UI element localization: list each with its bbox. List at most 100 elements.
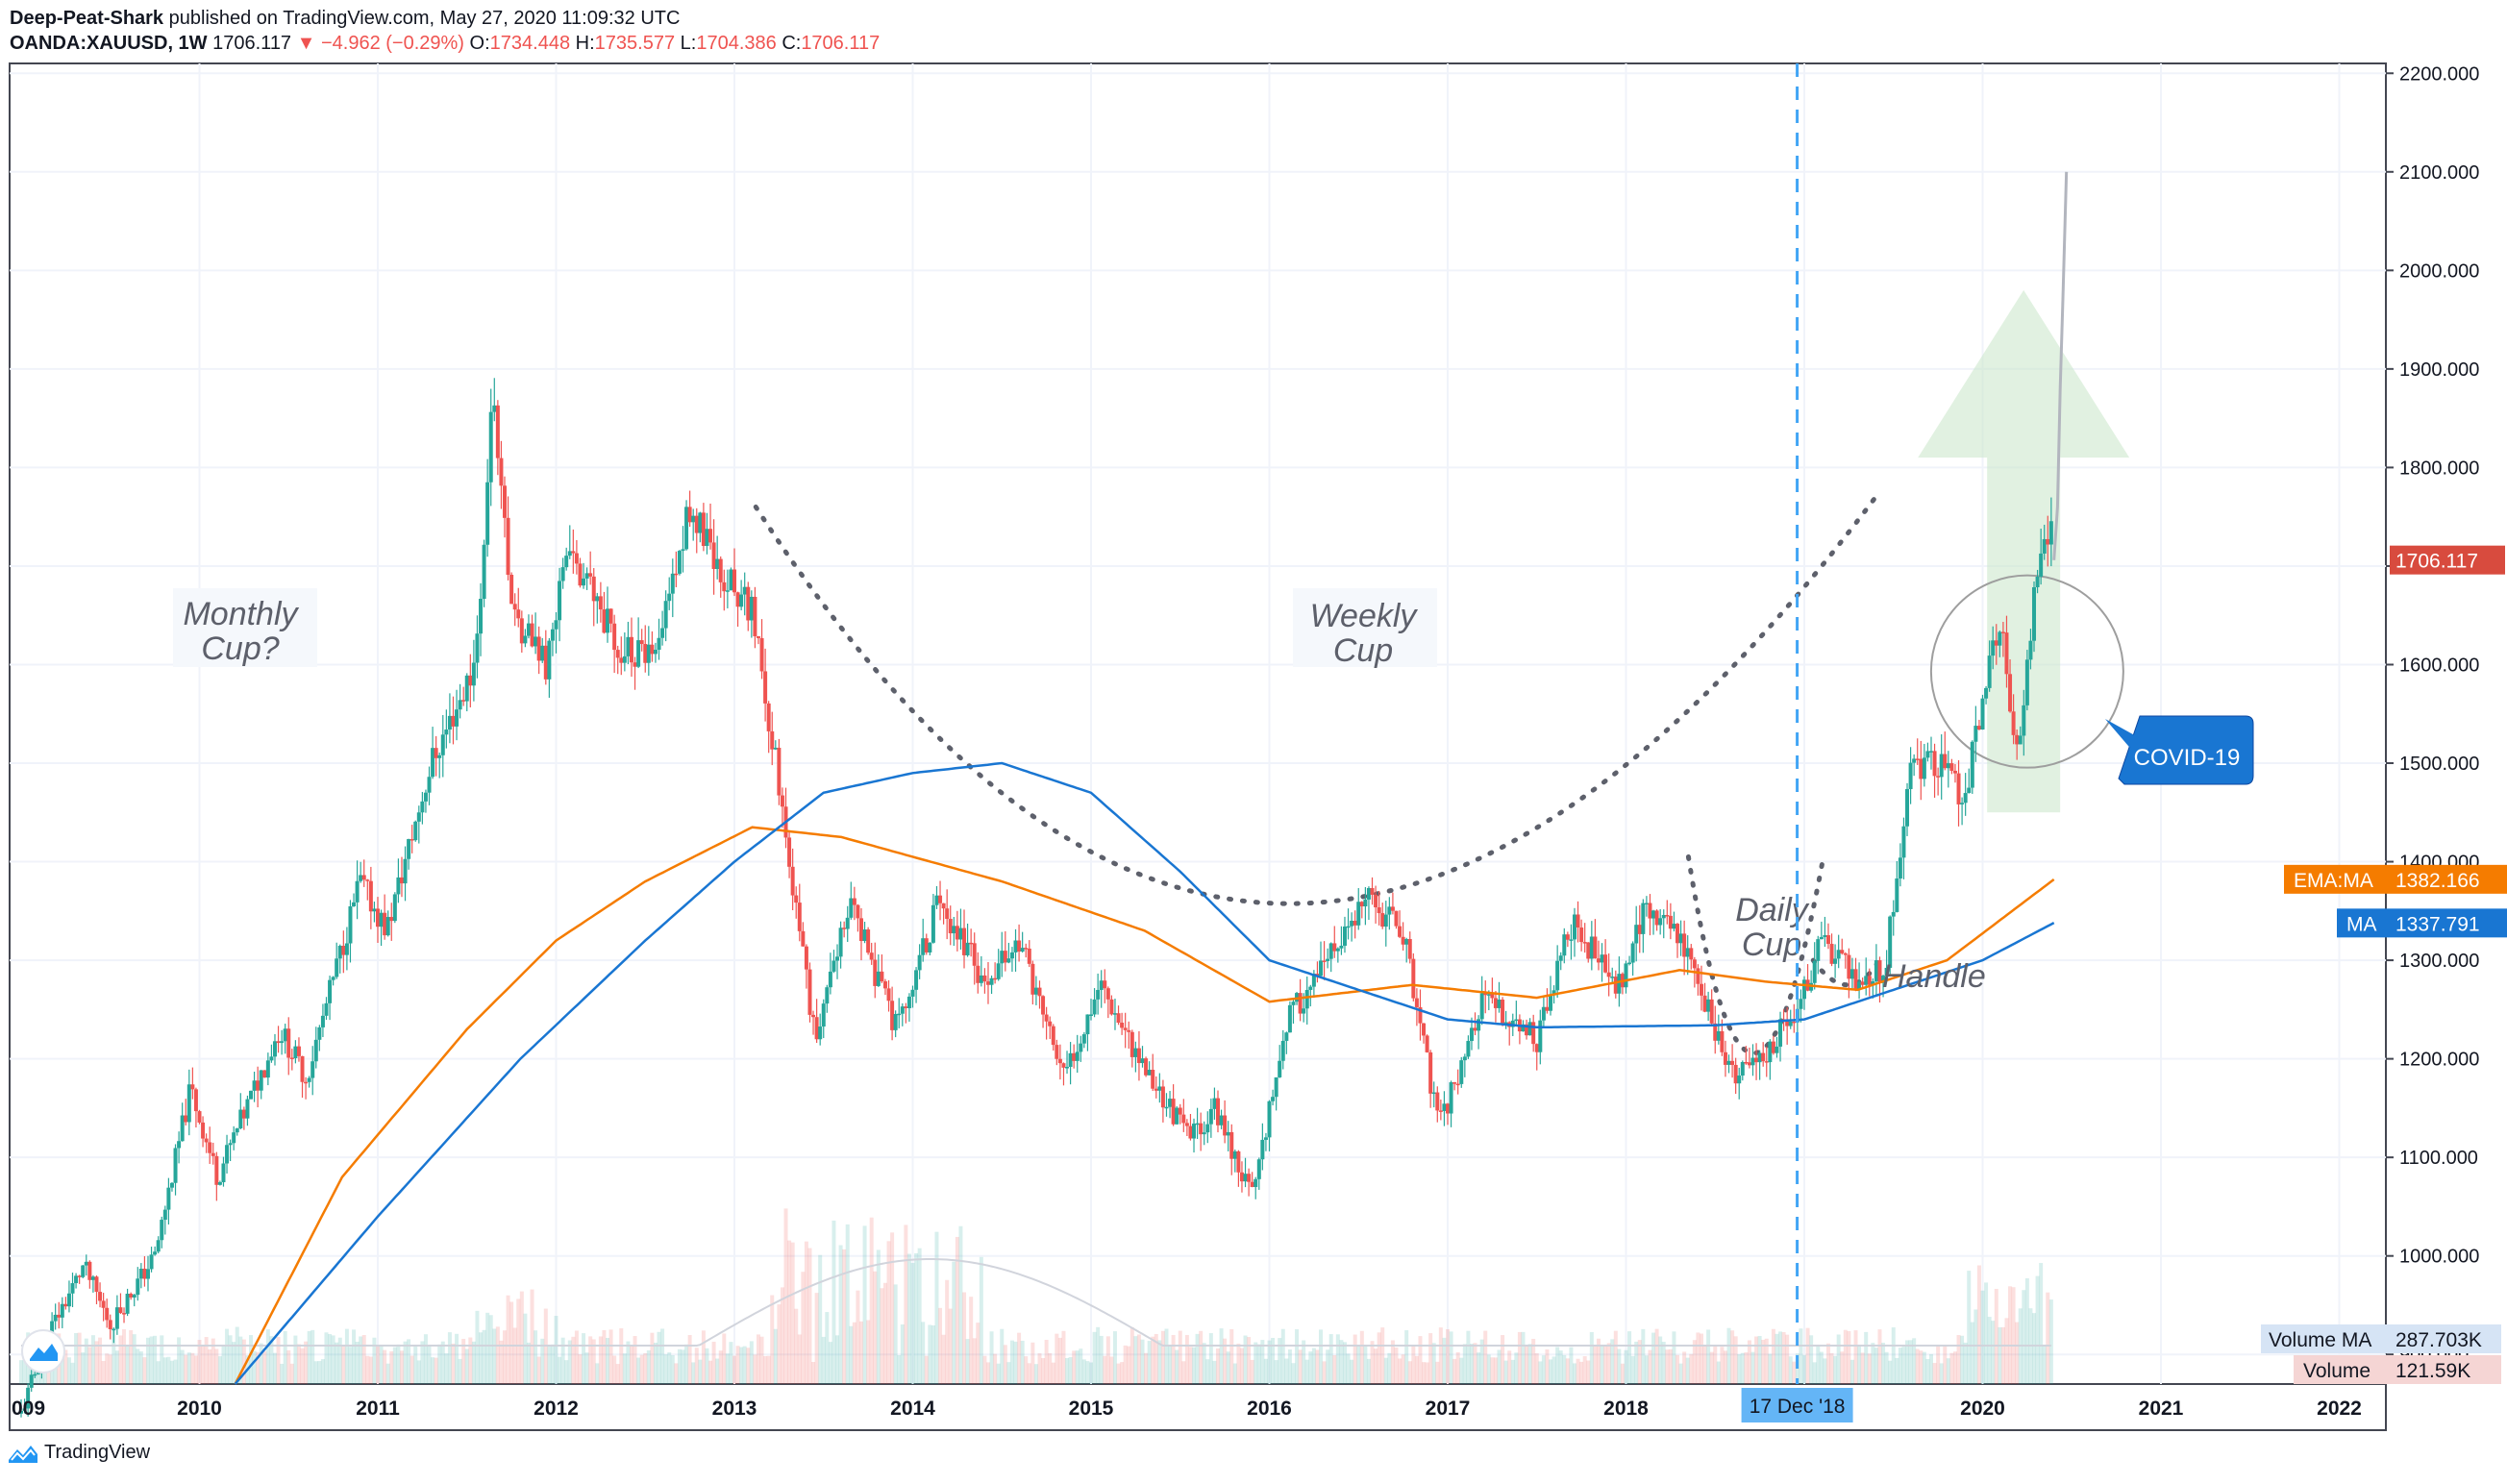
candle-body [934,895,939,905]
volume-bar [1908,1340,1913,1384]
volume-bar [221,1346,226,1384]
volume-bar [1795,1353,1800,1384]
candle-body [1630,943,1635,963]
candle-body [407,839,411,859]
volume-bar [1713,1346,1718,1384]
volume-bar [335,1342,339,1384]
author-name[interactable]: Deep-Peat-Shark [10,8,164,29]
candle-body [979,975,983,983]
volume-bar [814,1293,819,1384]
y-tick-label: 2200.000 [2399,63,2479,85]
volume-bar [1254,1342,1258,1384]
volume-bar [1952,1351,1957,1384]
candle-body [636,640,641,667]
daily-cup-label: Cup [1742,927,1801,963]
volume-bar [976,1323,980,1384]
volume-bar [1675,1354,1680,1384]
candle-body [427,777,432,793]
candle-body [1799,999,1803,1009]
volume-bar [1825,1343,1830,1384]
candle-body [1151,1070,1155,1089]
volume-bar [1188,1347,1193,1384]
volume-bar [1020,1340,1025,1384]
volume-bar [1648,1349,1652,1384]
candle-body [1665,914,1670,917]
low-value: 1704.386 [696,33,777,54]
candle-body [416,812,421,822]
volume-bar [1263,1358,1268,1384]
candle-body [173,1148,178,1183]
candle-body [1003,951,1007,963]
candle-body [1274,1076,1278,1098]
volume-bar [982,1355,987,1384]
time-axis[interactable]: 009 2010 2011 2012 2013 2014 2015 2016 2017 2018 2… [12,1397,2362,1420]
volume-bar [1109,1356,1114,1384]
candle-body [708,529,713,543]
candle-body [766,703,771,731]
candle-body [211,1152,215,1156]
volume-bar [90,1335,95,1384]
candle-body [293,1046,298,1059]
volume-bar [1658,1336,1663,1384]
candle-body [1407,938,1412,959]
candle-body [1648,903,1652,919]
candle-body [304,1081,309,1084]
volume-bar [485,1312,490,1384]
candle-body [519,618,524,644]
candle-body [1192,1124,1197,1139]
candle-body [403,858,408,884]
close-value: 1706.117 [801,33,881,54]
candle-body [53,1314,58,1322]
volume-bar [1302,1340,1306,1384]
volume-bar [670,1355,675,1384]
volume-bar [1531,1338,1536,1384]
candle-body [777,747,782,796]
candle-body [1744,1061,1749,1064]
volume-bar [1164,1328,1169,1384]
volume-bar [1709,1351,1714,1384]
volume-bar [1836,1334,1841,1384]
candle-body [639,640,644,645]
candle-body [296,1046,301,1056]
candle-body [598,596,603,610]
volume-bar [1720,1347,1725,1384]
published-text: published on TradingView.com, May 27, 20… [168,8,681,29]
candle-body [245,1099,250,1119]
candle-body [160,1220,164,1241]
candle-body [1836,950,1841,959]
candle-body [633,662,637,667]
candle-body [162,1209,167,1221]
candle-body [906,996,911,1008]
candle-body [1199,1123,1204,1135]
volume-bar [1853,1330,1858,1384]
candle-body [1342,927,1347,946]
candle-body [317,1026,322,1040]
volume-bar [958,1225,963,1384]
price-axis[interactable]: 2200.000 2100.000 2000.000 1900.000 1800.000… [2386,63,2479,1366]
candle-body [1061,1063,1066,1068]
volume-bar [1702,1346,1707,1384]
candle-body [1572,914,1576,940]
monthly-cup-label: Monthly [183,596,299,632]
candle-body [653,650,658,655]
volume-bar [1569,1347,1574,1384]
volume-bar [1205,1359,1210,1384]
tradingview-logo-icon[interactable] [8,1443,38,1464]
candle-body [1250,1181,1254,1188]
volume-bar [615,1364,620,1384]
volume-bar [444,1353,449,1384]
volume-bar [461,1338,466,1384]
volume-bar [276,1337,281,1384]
candle-body [1840,950,1845,953]
x-tick-label: 2016 [1247,1397,1292,1420]
candle-body [667,593,672,602]
x-tick-label: 2012 [534,1397,579,1420]
volume-bar [1932,1363,1937,1384]
volume-badge-bg [2294,1355,2501,1384]
volume-bar [797,1334,802,1384]
candle-body [1027,948,1031,964]
candle-body [969,942,974,945]
candle-body [862,929,867,942]
volume-bar [431,1357,435,1384]
